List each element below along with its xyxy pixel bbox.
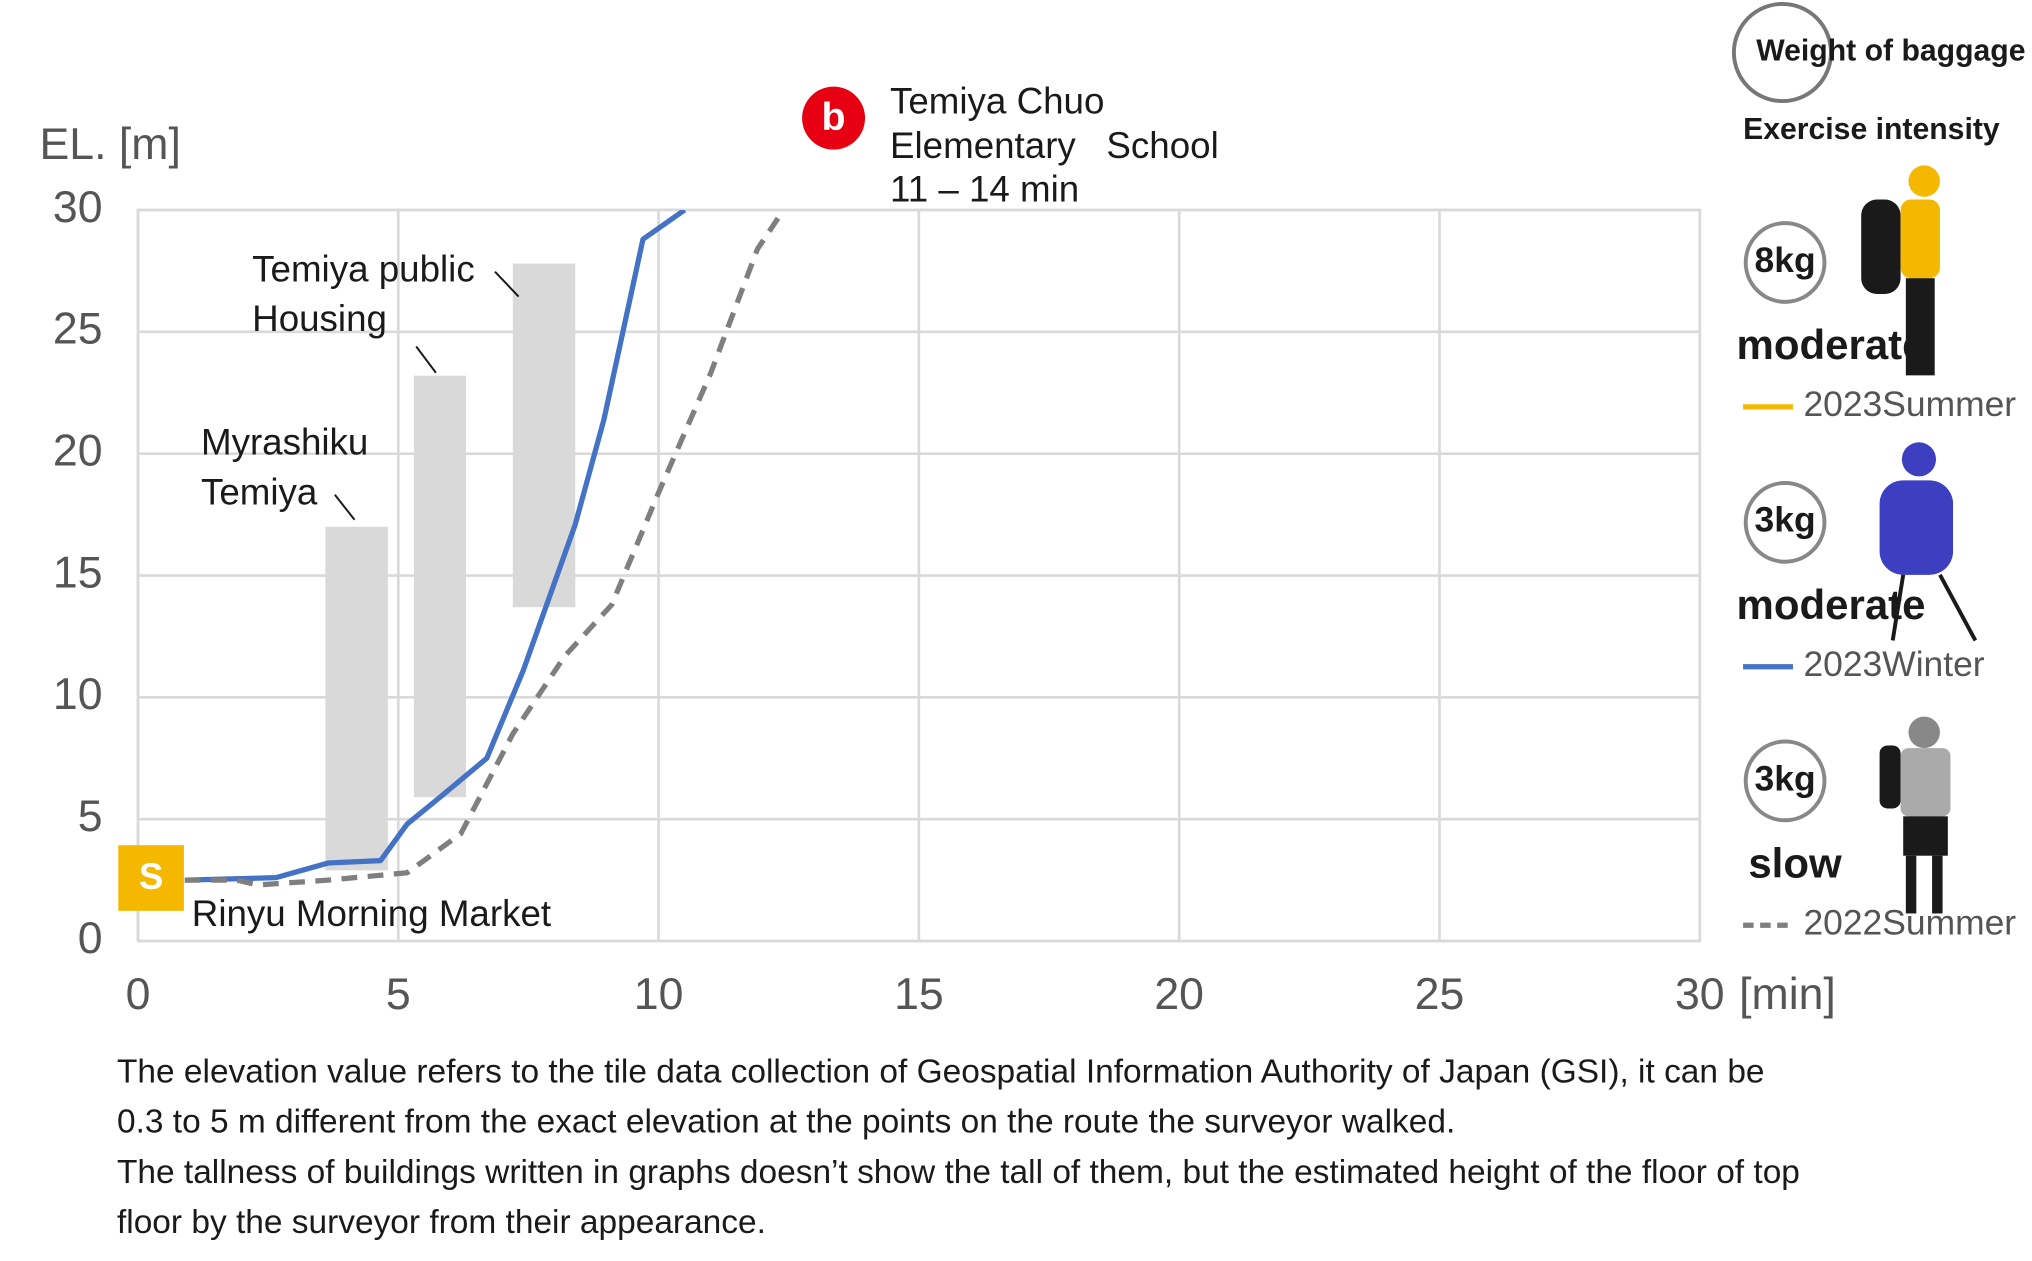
hiker-blue — [1879, 442, 1978, 642]
weight-label: 3kg — [1755, 758, 1816, 798]
x-tick-label: 5 — [386, 970, 411, 1019]
building — [413, 375, 466, 798]
y-tick-label: 25 — [53, 305, 103, 354]
x-tick-label: 25 — [1415, 970, 1465, 1019]
legend-label: 2023Summer — [1803, 384, 2016, 424]
y-tick-label: 5 — [78, 792, 103, 841]
goal-marker: b — [822, 95, 846, 139]
goal-label: Temiya Chuo — [890, 80, 1104, 121]
legend-label: 2023Winter — [1803, 644, 1984, 684]
note: The elevation value refers to the tile d… — [117, 1053, 1765, 1090]
weight-circle — [1743, 739, 1827, 823]
x-tick-label: 20 — [1154, 970, 1204, 1019]
building-label: Myrashiku — [201, 422, 368, 463]
notes: The elevation value refers to the tile d… — [117, 1053, 1800, 1241]
goal-time: 11 – 14 min — [890, 168, 1079, 209]
x-tick-label: 10 — [634, 970, 684, 1019]
weight-label: 3kg — [1755, 500, 1816, 540]
intensity-label: slow — [1748, 839, 1842, 886]
grid: 0 5 10 15 20 25 30 0 5 10 15 20 25 30 — [53, 183, 1725, 1019]
leader-line — [415, 345, 437, 374]
y-tick-label: 15 — [53, 548, 103, 597]
series-line — [184, 209, 786, 888]
legend-title: Weight of baggage — [1756, 34, 2025, 67]
hiker-yellow — [1861, 165, 1940, 376]
hiker-gray — [1879, 716, 1951, 914]
start-label: Rinyu Morning Market — [192, 893, 551, 934]
lines — [184, 209, 786, 888]
note: The tallness of buildings written in gra… — [117, 1154, 1800, 1191]
leader-line — [334, 494, 356, 521]
note: 0.3 to 5 m different from the exact elev… — [117, 1104, 1455, 1141]
x-tick-label: 30 — [1675, 970, 1725, 1019]
intensity-label: moderate — [1737, 321, 1926, 368]
note: floor by the surveyor from their appeara… — [117, 1204, 766, 1241]
start-marker: S — [139, 856, 164, 897]
y-tick-label: 30 — [53, 183, 103, 232]
series-line — [184, 209, 687, 883]
goal-marker-bg — [802, 86, 866, 150]
building — [325, 526, 388, 871]
y-tick-label: 0 — [78, 914, 103, 963]
legend: 8kgmoderate2023Summer3kgmoderate2023Wint… — [1737, 221, 2016, 943]
weight-circle — [1743, 481, 1827, 564]
weight-label: 8kg — [1755, 240, 1816, 280]
legend-title-circle — [1731, 1, 1833, 104]
legend-subtitle: Exercise intensity — [1743, 113, 2000, 146]
building-label: Temiya — [201, 471, 318, 512]
x-tick-label: 15 — [894, 970, 944, 1019]
y-tick-label: 20 — [53, 426, 103, 475]
building-label: Temiya public — [252, 248, 475, 289]
start-marker-bg — [118, 845, 184, 911]
x-axis-label: [min] — [1739, 970, 1836, 1019]
weight-circle — [1743, 221, 1827, 304]
leader-line — [494, 270, 520, 298]
x-tick-label: 0 — [126, 970, 151, 1019]
goal-label: Elementary School — [890, 125, 1219, 166]
y-tick-label: 10 — [53, 670, 103, 719]
figure-illustrations — [1861, 165, 1978, 914]
buildings — [325, 263, 576, 871]
y-axis-label: EL. [m] — [40, 120, 181, 169]
building-label: Housing — [252, 298, 387, 339]
